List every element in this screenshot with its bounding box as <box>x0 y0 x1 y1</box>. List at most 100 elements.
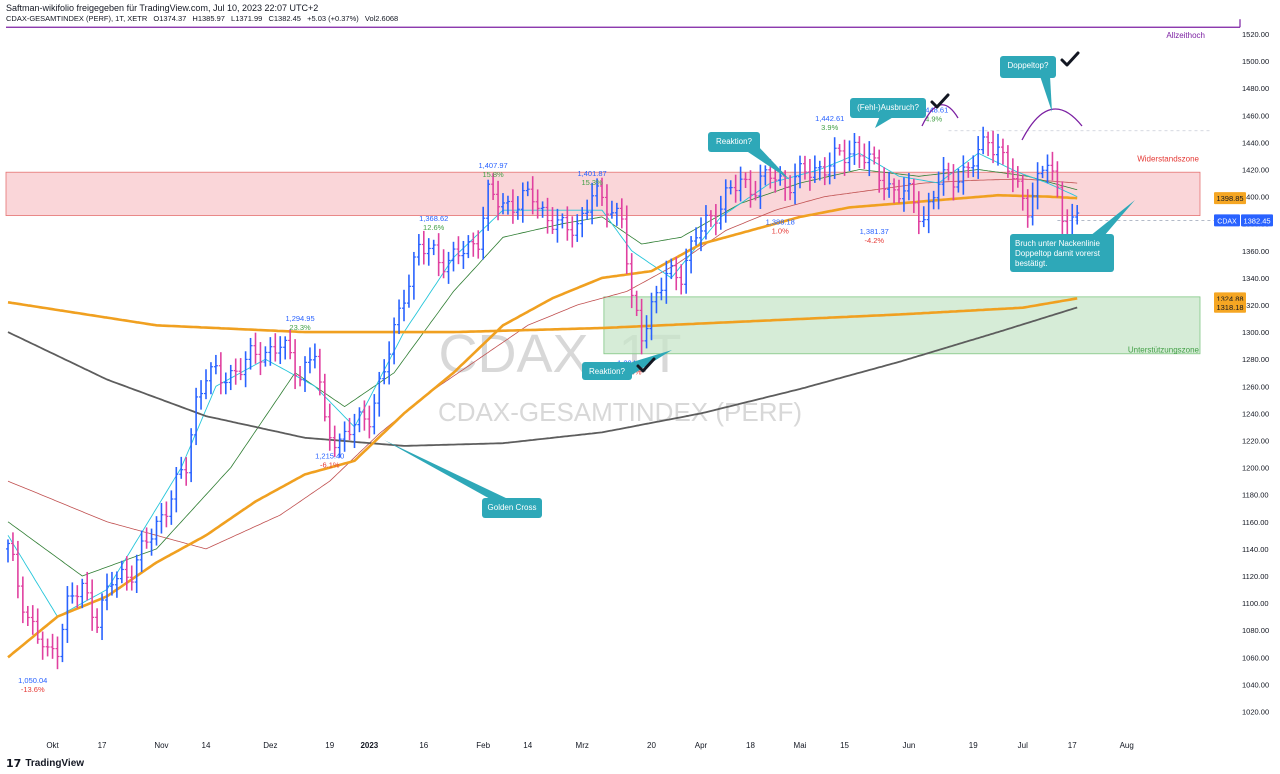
ohlc-bar <box>446 251 451 284</box>
ohlc-bar <box>327 403 332 451</box>
all-time-high-label: Allzeithoch <box>1166 31 1205 40</box>
ohlc-bar <box>525 181 530 197</box>
ohlc-bar <box>659 277 664 301</box>
ohlc-bar <box>293 339 298 390</box>
ohlc-bar <box>312 343 317 369</box>
sma200-line <box>7 306 1078 447</box>
ohlc-bar <box>585 199 590 220</box>
ohlc-bar <box>184 457 189 486</box>
callout-ausbruch-box[interactable] <box>850 98 926 118</box>
time-tick-label: 17 <box>98 741 107 750</box>
ohlc-bar <box>941 157 946 196</box>
ema50-price-badge <box>1214 192 1246 205</box>
price-tick-label: 1160.00 <box>1242 518 1269 527</box>
ohlc-bar <box>139 530 144 573</box>
callout-reaktion-2-box[interactable] <box>582 362 632 380</box>
top-arc-2 <box>1021 108 1083 141</box>
ema50-price-badge-text: 1398.85 <box>1216 194 1243 203</box>
symbol-label[interactable]: CDAX-GESAMTINDEX (PERF), 1T, XETR <box>6 14 148 23</box>
tradingview-brand[interactable]: 𝟭𝟳 TradingView <box>6 757 84 770</box>
ohlc-bar <box>1050 151 1055 181</box>
ohlc-bar <box>70 582 75 604</box>
ohlc-bar <box>382 359 387 385</box>
time-tick-label: 19 <box>325 741 334 750</box>
ohlc-bar <box>421 230 426 265</box>
callout-doppeltop-pointer <box>1040 76 1052 112</box>
ohlc-bar <box>961 155 966 195</box>
time-tick-label: Jul <box>1018 741 1028 750</box>
ohlc-bar <box>1055 161 1060 198</box>
callout-golden-cross-text: Golden Cross <box>488 503 537 512</box>
ohlc-bar <box>679 264 684 295</box>
callout-reaktion-1-text: Reaktion? <box>716 137 753 146</box>
tradingview-logo-icon: 𝟭𝟳 <box>6 758 22 770</box>
swing-price-label: 1,215.40 <box>315 452 344 461</box>
ohlc-bar <box>213 354 218 375</box>
ma-green-line <box>7 169 1078 577</box>
symbol-badge-text: CDAX <box>1217 218 1237 225</box>
price-tick-label: 1200.00 <box>1242 464 1269 473</box>
ohlc-bar <box>486 179 491 231</box>
callout-reaktion-2-text: Reaktion? <box>589 367 626 376</box>
swing-price-label: 1,381.37 <box>860 227 889 236</box>
ohlc-bar <box>689 236 694 274</box>
ohlc-bar <box>520 182 525 223</box>
callout-doppeltop-check-icon <box>1060 51 1080 67</box>
ohlc-bar <box>228 364 233 391</box>
ohlc-bar <box>273 333 278 362</box>
ohlc-bar <box>322 373 327 422</box>
ohlc-bar <box>788 175 793 201</box>
ma-cyan-line <box>7 152 1078 618</box>
ohlc-bar <box>75 585 80 609</box>
callout-golden-cross-box[interactable] <box>482 498 542 518</box>
ohlc-bar <box>897 179 901 204</box>
ohlc-bar <box>822 157 827 186</box>
price-tick-label: 1480.00 <box>1242 84 1269 93</box>
support-zone[interactable] <box>603 296 1201 355</box>
price-tick-label: 1360.00 <box>1242 247 1269 256</box>
ohlc-bar <box>981 126 986 155</box>
callout-bruch-pointer <box>1090 200 1135 236</box>
ohlc-bar <box>817 160 822 181</box>
ohlc-bar <box>1015 166 1020 188</box>
time-tick-label: Mrz <box>576 741 589 750</box>
ohlc-bar <box>55 636 60 670</box>
price-tick-label: 1340.00 <box>1242 274 1269 283</box>
ohlc-bar <box>337 433 342 458</box>
ohlc-bar <box>515 196 520 220</box>
ohlc-bar <box>85 571 90 601</box>
callout-reaktion-1-box[interactable] <box>708 132 760 152</box>
ohlc-bar <box>278 336 283 365</box>
watermark-name: CDAX-GESAMTINDEX (PERF) <box>438 397 802 427</box>
callout-doppeltop-box[interactable] <box>1000 56 1056 78</box>
ohlc-bar <box>614 202 619 226</box>
volume-value: Vol2.6068 <box>364 14 399 23</box>
ohlc-bar <box>357 407 362 433</box>
price-tick-label: 1300.00 <box>1242 328 1269 337</box>
swing-pct-label: -6.1% <box>320 461 340 470</box>
ohlc-bar <box>1000 138 1005 165</box>
ohlc-bar <box>669 258 674 280</box>
callout-bruch-text: Bruch unter Nackenlinie <box>1015 239 1100 248</box>
price-axis[interactable]: 1020.00 1040.00 1060.00 1080.00 1100.00 1120.… <box>1242 30 1269 717</box>
ohlc-bar <box>600 177 604 206</box>
time-tick-label: Okt <box>46 741 59 750</box>
ohlc-bar <box>367 405 372 439</box>
ohlc-bar <box>595 178 600 207</box>
ohlc-bar <box>976 136 981 179</box>
time-axis[interactable]: Okt 17 Nov 14 Dez 19 2023 16 Feb 14 Mrz 20 Apr 18 Mai 1… <box>46 741 1133 750</box>
ohlc-bar <box>204 369 208 400</box>
callout-bruch-box[interactable] <box>1010 234 1114 272</box>
ohlc-bar <box>114 571 119 598</box>
time-tick-label: Feb <box>476 741 490 750</box>
ohlc-bar <box>20 576 25 624</box>
swing-price-label: 1,368.62 <box>419 214 448 223</box>
close-value: C1382.45 <box>268 14 301 23</box>
ohlc-bar <box>565 206 570 241</box>
ohlc-bar <box>951 164 956 201</box>
ohlc-bar <box>129 565 134 591</box>
ema200-price-badge-text: 1324.88 <box>1216 294 1243 303</box>
ohlc-bar <box>253 332 258 364</box>
ohlc-bar <box>560 213 565 229</box>
